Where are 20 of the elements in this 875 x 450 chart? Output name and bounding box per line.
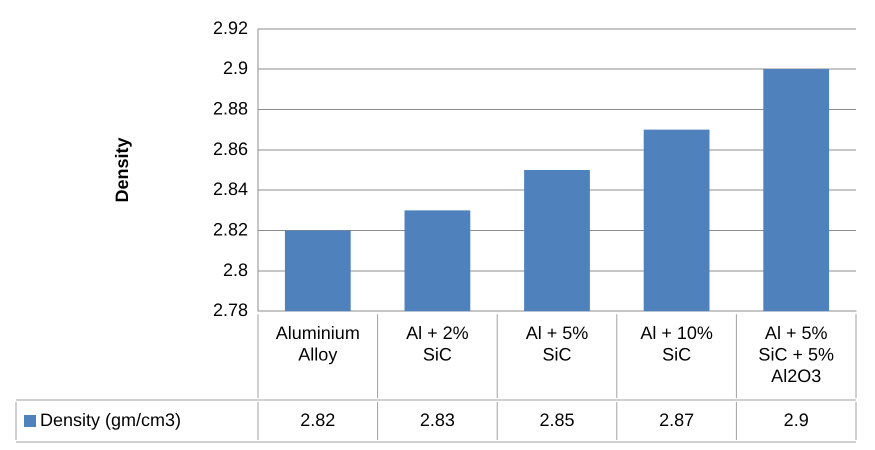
x-tick-label: Al + 2% SiC [406,322,469,365]
x-tick-label: Al + 10% SiC [640,322,713,365]
data-label: 2.9 [784,410,809,430]
y-tick-label: 2.9 [222,58,248,78]
x-tick-label: Al + 5% SiC [526,322,588,365]
x-tick-label: Al + 5% SiC + 5% Al2O3 [758,322,834,386]
legend-label: Density (gm/cm3) [40,410,182,430]
x-tick-label: Aluminium Alloy [276,322,360,365]
y-tick-label: 2.84 [212,179,248,200]
y-tick-label: 2.92 [212,18,248,38]
y-tick-label: 2.86 [212,138,248,159]
y-tick-label: 2.8 [222,260,248,280]
y-tick-label: 2.88 [212,98,248,118]
y-tick-label: 2.82 [212,219,248,240]
data-label: 2.85 [539,410,575,430]
y-axis-title: Density [112,137,132,203]
y-tick-label: 2.78 [212,300,248,320]
data-label: 2.82 [300,410,336,430]
data-label: 2.83 [420,410,455,430]
data-label: 2.87 [659,410,694,430]
